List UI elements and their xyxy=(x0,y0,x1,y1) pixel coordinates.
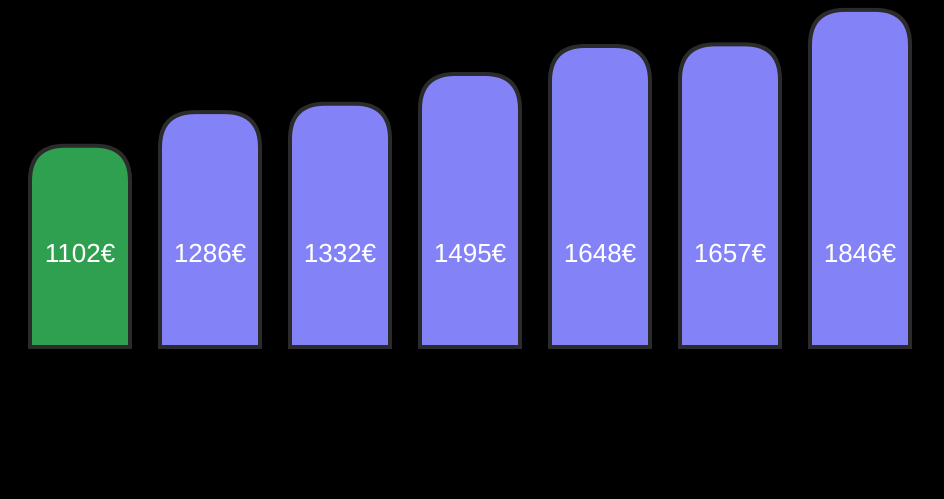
bar-5 xyxy=(548,44,652,349)
bar-value-label-2: 1286€ xyxy=(174,238,247,268)
bar-value-label-3: 1332€ xyxy=(304,238,377,268)
bar-value-label-5: 1648€ xyxy=(564,238,637,268)
value-labels-group: 1102€ 1286€ 1332€ 1495€ 1648€ 1657€ 1846€ xyxy=(45,238,897,268)
bar-3 xyxy=(288,101,392,349)
bar-value-label-6: 1657€ xyxy=(694,238,767,268)
bar-value-label-1: 1102€ xyxy=(45,238,116,268)
bars-group xyxy=(28,7,912,349)
bar-6 xyxy=(678,42,782,349)
bar-value-label-4: 1495€ xyxy=(434,238,507,268)
bar-7 xyxy=(808,7,912,349)
bar-2 xyxy=(158,110,262,349)
bar-1 xyxy=(28,143,132,349)
bar-4 xyxy=(418,71,522,349)
bar-value-label-7: 1846€ xyxy=(824,238,897,268)
